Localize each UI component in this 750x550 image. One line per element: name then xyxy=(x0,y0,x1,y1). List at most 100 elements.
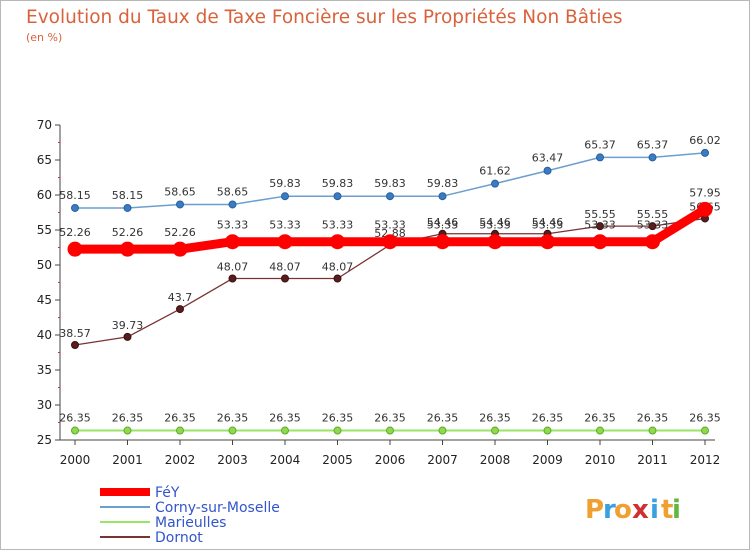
data-point xyxy=(382,234,398,250)
data-point xyxy=(333,274,342,283)
data-label: 61.62 xyxy=(479,165,511,178)
data-point xyxy=(386,192,394,201)
logo-letter: i xyxy=(672,495,681,525)
data-label: 26.35 xyxy=(584,412,616,425)
data-label: 43.7 xyxy=(168,291,193,304)
data-point xyxy=(435,234,450,250)
data-label: 26.35 xyxy=(269,412,301,425)
data-point xyxy=(281,274,289,283)
x-tick-label: 2011 xyxy=(637,453,668,467)
data-point xyxy=(120,241,135,257)
data-label: 59.83 xyxy=(322,177,354,190)
data-label: 53.33 xyxy=(322,219,354,232)
data-label: 58.65 xyxy=(164,185,196,198)
axes: 25 30 35 40 45 50 55 60 65 70 2000 2001 2002 2003 2004… xyxy=(37,118,721,467)
data-point xyxy=(228,274,237,283)
data-point xyxy=(333,426,342,435)
data-label: 52.26 xyxy=(112,226,144,239)
data-point xyxy=(228,426,237,435)
x-tick-label: 2009 xyxy=(532,453,563,467)
data-label: 65.37 xyxy=(584,138,616,151)
y-tick-label: 30 xyxy=(37,398,52,412)
data-point xyxy=(176,305,184,314)
data-label: 58.65 xyxy=(217,185,249,198)
data-label: 54.46 xyxy=(427,216,459,229)
data-label: 26.35 xyxy=(427,412,459,425)
data-point xyxy=(648,426,657,435)
data-label: 53.33 xyxy=(532,219,564,232)
data-point xyxy=(438,426,447,435)
data-point xyxy=(172,241,188,257)
data-label: 53.33 xyxy=(637,219,669,232)
y-tick-label: 40 xyxy=(37,328,52,342)
data-label: 26.35 xyxy=(217,412,249,425)
data-label: 53.33 xyxy=(269,219,301,232)
data-point xyxy=(277,234,293,250)
data-label: 26.35 xyxy=(479,412,511,425)
logo-letter: r xyxy=(603,495,616,525)
data-point xyxy=(596,426,604,435)
data-label: 39.73 xyxy=(112,319,144,332)
data-point xyxy=(176,200,184,209)
data-label: 58.15 xyxy=(112,189,144,202)
proxiti-logo: Pro x i ti xyxy=(585,495,681,525)
x-tick-label: 2007 xyxy=(427,453,458,467)
data-point xyxy=(176,426,184,435)
data-label: 48.07 xyxy=(322,261,354,274)
y-tick-label: 35 xyxy=(37,363,52,377)
data-label: 55.55 xyxy=(637,208,669,221)
legend-label: Marieulles xyxy=(155,515,226,531)
data-label: 59.83 xyxy=(427,177,459,190)
y-tick-label: 60 xyxy=(37,188,52,202)
x-tick-label: 2006 xyxy=(375,453,406,467)
data-point xyxy=(697,201,713,217)
data-label: 26.35 xyxy=(637,412,669,425)
y-tick-label: 25 xyxy=(37,433,52,447)
data-point xyxy=(648,222,657,231)
data-label: 65.37 xyxy=(637,138,669,151)
data-label: 54.46 xyxy=(532,216,564,229)
data-label: 54.46 xyxy=(479,216,511,229)
data-point xyxy=(281,426,289,435)
data-point xyxy=(71,341,79,350)
legend-label: FéY xyxy=(155,485,180,501)
data-point xyxy=(71,203,79,212)
data-point xyxy=(123,203,132,212)
data-label: 48.07 xyxy=(269,261,301,274)
data-label: 52.88 xyxy=(374,227,406,240)
data-point xyxy=(386,426,394,435)
data-point xyxy=(281,192,289,201)
data-label: 26.35 xyxy=(374,412,406,425)
x-tick-label: 2003 xyxy=(217,453,248,467)
data-point xyxy=(596,153,604,162)
data-label: 26.35 xyxy=(322,412,354,425)
logo-letter: i xyxy=(650,495,659,525)
x-tick-label: 2008 xyxy=(480,453,511,467)
data-point xyxy=(596,222,604,231)
data-point xyxy=(543,426,552,435)
data-label: 53.33 xyxy=(584,219,616,232)
data-point xyxy=(228,200,237,209)
data-label: 58.15 xyxy=(59,189,91,202)
logo-letter: P xyxy=(585,495,604,525)
legend-label: Corny-sur-Moselle xyxy=(155,500,280,516)
legend-label: Dornot xyxy=(155,530,203,546)
data-label: 59.83 xyxy=(269,177,301,190)
data-point xyxy=(123,426,132,435)
data-label: 26.35 xyxy=(59,412,91,425)
data-point xyxy=(645,234,660,250)
data-point xyxy=(438,192,447,201)
data-point xyxy=(543,166,552,175)
data-point xyxy=(123,332,132,341)
data-point xyxy=(491,426,499,435)
data-point xyxy=(540,234,555,250)
x-tick-label: 2012 xyxy=(690,453,721,467)
logo-letter: t xyxy=(661,495,673,525)
data-label: 26.35 xyxy=(112,412,144,425)
data-label: 26.35 xyxy=(689,412,721,425)
data-point xyxy=(333,192,342,201)
data-label: 53.33 xyxy=(217,219,249,232)
